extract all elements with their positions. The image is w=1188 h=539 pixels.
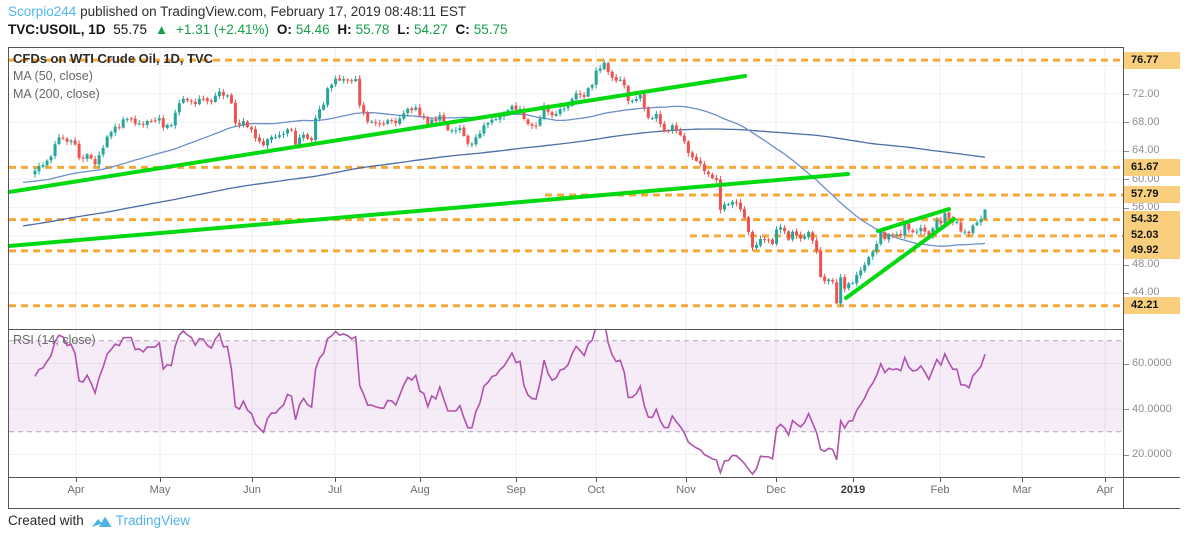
publish-info: Scorpio244 published on TradingView.com,… [8, 4, 466, 19]
price-level-badge: 54.32 [1124, 211, 1180, 229]
time-axis-tick [1022, 477, 1023, 482]
price-axis-label: 64.00 [1132, 144, 1160, 157]
price-axis-tick [1124, 122, 1129, 124]
rsi-axis-label: 60.0000 [1132, 357, 1172, 369]
legend-ma200[interactable]: MA (200, close) [13, 87, 100, 101]
rsi-chart-canvas[interactable] [9, 330, 1123, 477]
time-axis-tick [76, 477, 77, 482]
tradingview-logo-icon [91, 516, 112, 527]
symbol-ohlc-row: TVC:USOIL, 1D 55.75 ▲ +1.31 (+2.41%) O: 5… [8, 22, 512, 37]
up-arrow-icon: ▲ [154, 22, 169, 37]
time-axis-tick [1105, 477, 1106, 482]
price-level-badge: 42.21 [1124, 297, 1180, 315]
price-axis-tick [1124, 150, 1129, 152]
price-axis-tick [1124, 94, 1129, 95]
v-gridlines [75, 48, 1106, 329]
low-value: 54.27 [413, 22, 448, 37]
close-value: 55.75 [473, 22, 508, 37]
trend-lines [9, 74, 956, 300]
price-level-badge: 57.79 [1124, 186, 1180, 204]
author-link[interactable]: Scorpio244 [8, 4, 77, 19]
v-gridlines-rsi [75, 330, 1106, 477]
rsi-axis-tick [1124, 363, 1129, 365]
time-axis-tick [420, 477, 421, 482]
price-axis-tick [1124, 179, 1129, 181]
time-axis-label: Feb [930, 484, 950, 496]
legend-ma50[interactable]: MA (50, close) [13, 69, 93, 83]
price-axis-label: 56.00 [1132, 201, 1160, 214]
high-value: 55.78 [355, 22, 390, 37]
time-axis-label: Aug [410, 484, 430, 496]
price-axis-tick [1124, 264, 1129, 266]
time-axis-tick [686, 477, 687, 482]
time-axis-tick [160, 477, 161, 482]
price-axis-label: 68.00 [1132, 115, 1160, 128]
price-chart-canvas[interactable] [9, 48, 1123, 329]
footer: Created with TradingView [8, 513, 190, 528]
rsi-band [9, 340, 1123, 432]
horizontal-level-lines [9, 58, 1123, 308]
time-axis-label: Jul [327, 484, 343, 496]
time-axis-tick [853, 477, 854, 482]
time-axis-label: Jun [243, 484, 261, 496]
rsi-axis-label: 20.0000 [1132, 448, 1172, 460]
time-axis-label: Apr [1096, 484, 1114, 496]
time-axis-tick [596, 477, 597, 482]
open-value: 54.46 [295, 22, 330, 37]
price-axis-tick [1124, 292, 1129, 294]
h-gridlines-rsi [9, 363, 1123, 455]
legend-rsi[interactable]: RSI (14, close) [13, 333, 96, 347]
created-with-label: Created with [8, 513, 84, 528]
chart-top-border [8, 47, 1124, 48]
published-text: published on TradingView.com, February 1… [80, 4, 467, 19]
candles-series [33, 59, 987, 307]
rsi-line [34, 330, 986, 476]
rsi-axis-label: 40.0000 [1132, 402, 1172, 415]
last-price: 55.75 [113, 22, 148, 37]
h-gridlines [9, 65, 1123, 294]
time-axis-label: Sep [506, 484, 526, 496]
time-axis-top [8, 477, 1180, 478]
rsi-axis-tick [1124, 454, 1129, 456]
legend-series-title[interactable]: CFDs on WTI Crude Oil, 1D, TVC [13, 51, 214, 66]
symbol-label[interactable]: TVC:USOIL, 1D [8, 22, 106, 37]
chart-left-border [8, 47, 9, 508]
time-axis-tick [335, 477, 336, 482]
time-axis-tick [776, 477, 777, 482]
price-level-badge: 52.03 [1124, 227, 1180, 245]
time-axis-label: Dec [766, 484, 786, 496]
pane-separator [8, 329, 1124, 330]
time-axis-label: 2019 [840, 484, 866, 496]
time-axis-tick [252, 477, 253, 482]
time-axis-bottom [8, 508, 1180, 509]
price-level-badge: 76.77 [1124, 51, 1180, 69]
price-axis-label: 72.00 [1132, 87, 1160, 100]
time-axis-label: May [149, 484, 171, 496]
chart-right-border [1123, 47, 1124, 508]
low-label: L: [397, 22, 410, 37]
price-axis-label: 44.00 [1132, 286, 1160, 299]
time-axis-tick [516, 477, 517, 482]
rsi-axis-tick [1124, 409, 1129, 410]
price-axis-label: 48.00 [1132, 258, 1160, 271]
price-axis-tick [1124, 207, 1129, 209]
time-axis-tick [940, 477, 941, 482]
time-axis-label: Oct [587, 484, 605, 496]
open-label: O: [276, 22, 292, 37]
high-label: H: [337, 22, 352, 37]
price-change: +1.31 (+2.41%) [175, 22, 270, 37]
price-level-badge: 61.67 [1124, 158, 1180, 176]
tradingview-brand-link[interactable]: TradingView [115, 513, 191, 528]
price-level-badge: 49.92 [1124, 242, 1180, 260]
time-axis-label: Apr [67, 484, 85, 496]
close-label: C: [455, 22, 470, 37]
time-axis-label: Nov [676, 484, 696, 496]
ma-200-line [22, 128, 986, 227]
time-axis-label: Mar [1012, 484, 1032, 496]
